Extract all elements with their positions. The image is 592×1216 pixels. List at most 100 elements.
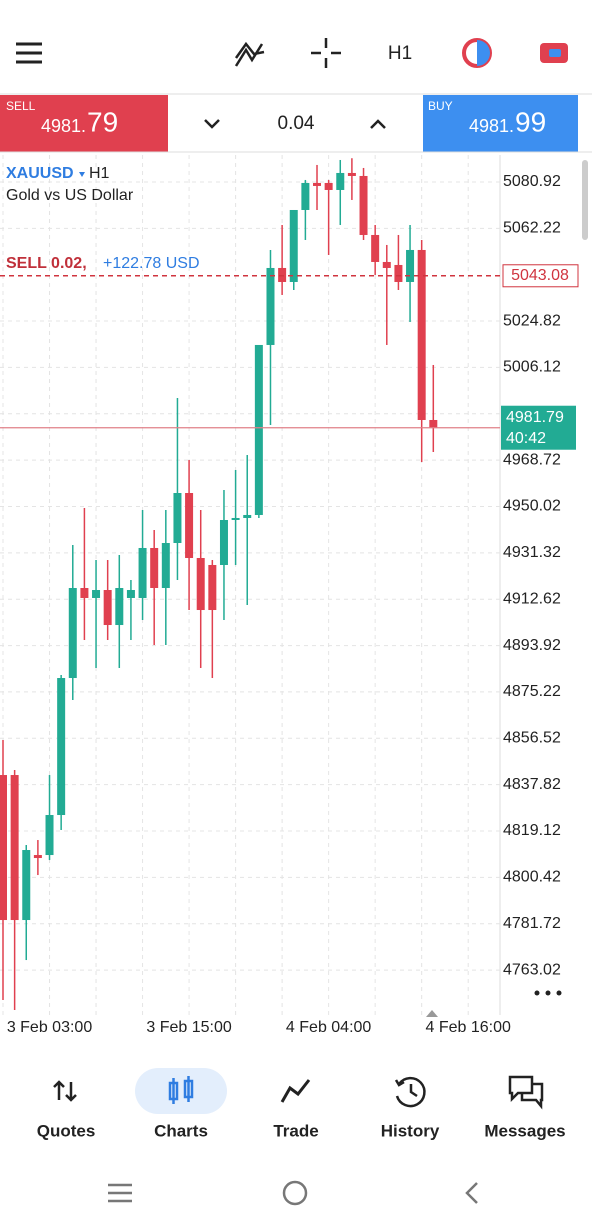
- symbol-arrow[interactable]: [79, 172, 85, 177]
- candle-body: [138, 547, 147, 598]
- position-profit: +122.78 USD: [103, 255, 200, 272]
- y-tick-label: 5080.92: [503, 173, 561, 190]
- y-tick-label: 4763.02: [503, 961, 561, 978]
- more-dot[interactable]: [556, 990, 562, 996]
- candle-body: [161, 543, 170, 588]
- y-tick-label: 5024.82: [503, 312, 561, 329]
- candle-body: [243, 514, 252, 518]
- buy-label: BUY: [428, 99, 453, 113]
- candle-body: [289, 209, 298, 282]
- candle-body: [429, 419, 438, 428]
- candle-body: [278, 267, 287, 282]
- buy-price-fraction: 99: [515, 106, 546, 137]
- system-nav[interactable]: [108, 1180, 478, 1206]
- position-price-box: [502, 264, 579, 288]
- y-tick-label: 4912.62: [503, 590, 561, 607]
- candle-body: [33, 855, 42, 859]
- position-label: SELL 0.02,: [6, 255, 87, 272]
- candle-body: [196, 558, 205, 611]
- candle-body: [324, 182, 333, 190]
- y-tick-label: 4781.72: [503, 915, 561, 932]
- nav-label[interactable]: History: [381, 1121, 440, 1140]
- sell-label: SELL: [6, 99, 36, 113]
- candle-body: [219, 519, 228, 565]
- candle-body: [266, 267, 275, 345]
- y-tick-label: 4968.72: [503, 451, 561, 468]
- chart-timeframe: H1: [89, 165, 110, 182]
- x-tick-label: 3 Feb 15:00: [146, 1019, 232, 1036]
- y-tick-label: 5006.12: [503, 359, 561, 376]
- y-tick-label: 4931.32: [503, 544, 561, 561]
- quotes-icon[interactable]: [53, 1080, 77, 1102]
- scrollbar: [582, 160, 588, 240]
- candle-body: [57, 678, 66, 816]
- chart-subtitle: Gold vs US Dollar: [6, 187, 134, 204]
- position-price: 5043.08: [511, 267, 569, 284]
- y-tick-label: 4856.52: [503, 730, 561, 747]
- buy-button[interactable]: BUY 4981. 99: [423, 95, 578, 152]
- candle-body: [45, 815, 54, 856]
- timeframe-button[interactable]: H1: [388, 43, 412, 64]
- messages-icon[interactable]: [508, 1075, 544, 1110]
- sell-button[interactable]: SELL 4981. 79: [0, 95, 168, 152]
- scroll-marker[interactable]: [426, 1010, 438, 1017]
- candle-body: [301, 182, 310, 210]
- candle-body: [313, 182, 322, 186]
- x-tick-label: 4 Feb 16:00: [425, 1019, 511, 1036]
- candle-body: [371, 234, 380, 262]
- indicators-button[interactable]: [234, 41, 265, 67]
- bar-timer: 40:42: [506, 430, 546, 447]
- sell-price-fraction: 79: [87, 106, 118, 137]
- nav-label[interactable]: Charts: [154, 1121, 208, 1140]
- volume-down[interactable]: [204, 119, 220, 129]
- candle-body: [103, 590, 112, 626]
- active-tab-highlight: [135, 1068, 227, 1114]
- x-tick-label: 3 Feb 03:00: [7, 1019, 93, 1036]
- sell-price-whole: 4981.: [41, 116, 86, 136]
- y-tick-label: 4837.82: [503, 776, 561, 793]
- trade-icon[interactable]: [280, 1079, 311, 1103]
- crosshair-button[interactable]: [311, 38, 341, 68]
- candle-body: [336, 172, 345, 190]
- trade-button[interactable]: [540, 43, 568, 63]
- candle-body: [173, 493, 182, 544]
- nav-label[interactable]: Quotes: [37, 1121, 96, 1140]
- candle-body: [394, 264, 403, 282]
- candle-body: [347, 172, 356, 176]
- nav-label[interactable]: Trade: [273, 1121, 318, 1140]
- y-tick-label: 4875.22: [503, 683, 561, 700]
- candle-body: [254, 344, 263, 515]
- candle-body: [406, 249, 415, 282]
- symbol: XAUUSD: [6, 165, 74, 182]
- candle-body: [208, 564, 217, 611]
- candle-body: [92, 590, 101, 598]
- nav-label[interactable]: Messages: [484, 1121, 565, 1140]
- more-dot[interactable]: [534, 990, 540, 996]
- more-dot[interactable]: [545, 990, 551, 996]
- candle-body: [150, 547, 159, 588]
- candle-body: [10, 775, 19, 921]
- buy-price-whole: 4981.: [469, 116, 514, 136]
- y-tick-label: 5062.22: [503, 220, 561, 237]
- volume-up[interactable]: [370, 119, 386, 129]
- y-tick-label: 4800.42: [503, 869, 561, 886]
- charts-icon[interactable]: [168, 1076, 194, 1104]
- candle-body: [0, 775, 7, 921]
- one-click-button[interactable]: [462, 38, 492, 68]
- bid-box: [501, 405, 576, 450]
- candle-body: [126, 590, 135, 598]
- volume[interactable]: 0.04: [278, 113, 315, 134]
- candle-body: [382, 261, 391, 268]
- y-tick-label: 4893.92: [503, 637, 561, 654]
- candle-body: [231, 517, 240, 520]
- candle-body: [22, 850, 31, 921]
- y-tick-label: 4819.12: [503, 822, 561, 839]
- candle-body: [80, 587, 89, 598]
- menu-button[interactable]: [16, 42, 42, 64]
- chart[interactable]: 5080.925062.225024.825006.124987.424968.…: [0, 155, 579, 1036]
- history-icon[interactable]: [394, 1076, 426, 1108]
- y-tick-label: 4950.02: [503, 498, 561, 515]
- candle-body: [359, 175, 368, 235]
